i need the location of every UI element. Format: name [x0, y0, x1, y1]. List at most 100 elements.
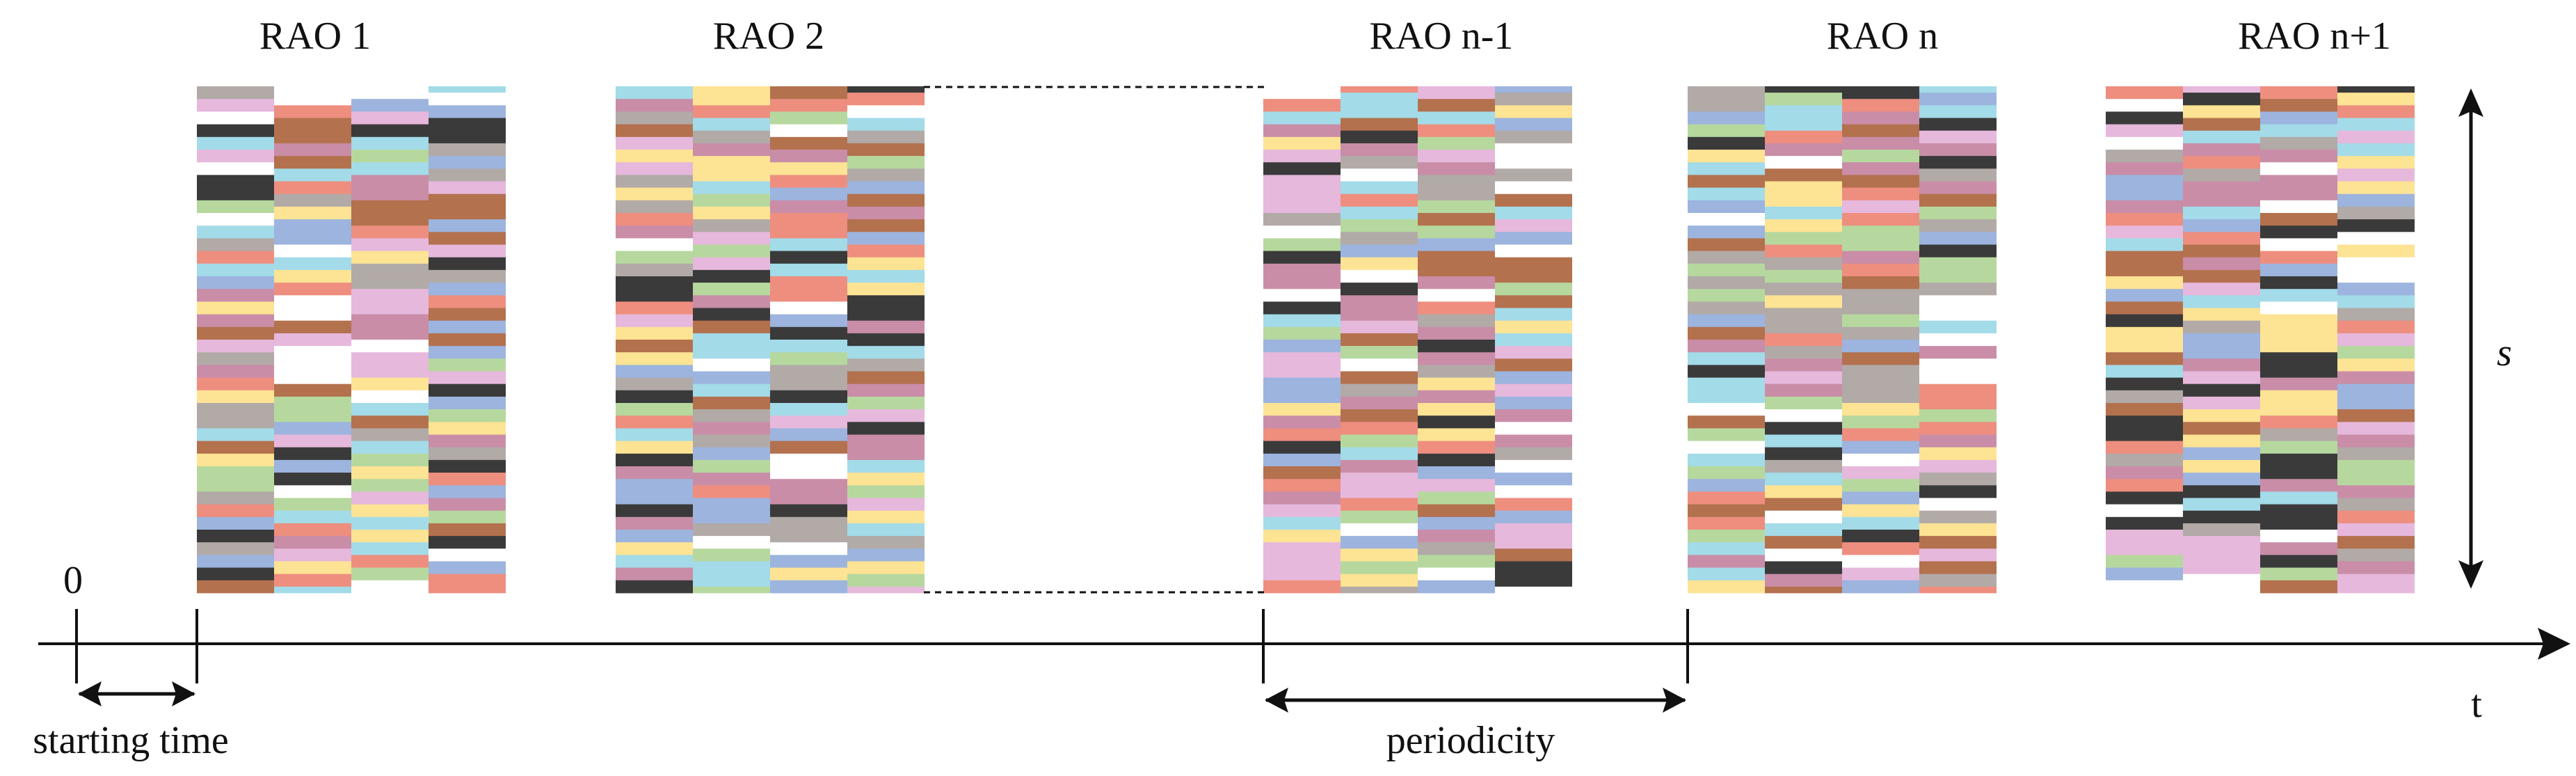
resource-cell: [1919, 232, 1997, 245]
resource-cell: [2260, 555, 2337, 568]
resource-cell: [351, 390, 429, 404]
resource-cell: [1688, 289, 1765, 302]
resource-cell: [693, 409, 770, 422]
resource-cell: [1842, 162, 1919, 175]
resource-cell: [2260, 415, 2337, 429]
resource-cell: [616, 580, 693, 594]
resource-cell: [1688, 491, 1765, 505]
resource-cell: [1919, 510, 1997, 524]
resource-cell: [1688, 441, 1765, 454]
resource-cell: [351, 479, 429, 492]
resource-cell: [351, 200, 429, 214]
resource-cell: [274, 193, 351, 207]
resource-cell: [2337, 447, 2415, 461]
resource-cell: [693, 269, 770, 283]
resource-cell: [351, 377, 429, 391]
resource-cell: [351, 263, 429, 277]
resource-cell: [770, 453, 847, 467]
resource-cell: [429, 333, 506, 347]
resource-cell: [2106, 555, 2183, 568]
resource-cell: [770, 86, 847, 100]
resource-cell: [770, 340, 847, 353]
resource-cell: [616, 491, 693, 505]
resource-cell: [1341, 447, 1418, 461]
resource-cell: [197, 326, 274, 340]
resource-cell: [1688, 301, 1765, 315]
resource-cell: [1688, 466, 1765, 480]
resource-cell: [1688, 162, 1765, 175]
resource-cell: [1418, 504, 1495, 518]
resource-cell: [1495, 396, 1572, 410]
resource-cell: [429, 105, 506, 118]
resource-cell: [2183, 371, 2260, 385]
resource-cell: [1418, 251, 1495, 264]
resource-cell: [770, 150, 847, 163]
resource-cell: [1842, 390, 1919, 404]
resource-cell: [1341, 358, 1418, 372]
resource-cell: [351, 580, 429, 594]
resource-cell: [2260, 86, 2337, 100]
resource-cell: [2183, 244, 2260, 258]
resource-cell: [274, 295, 351, 308]
resource-cell: [1842, 516, 1919, 530]
resource-cell: [1341, 283, 1418, 296]
resource-cell: [1688, 276, 1765, 290]
resource-cell: [2260, 124, 2337, 138]
resource-cell: [1495, 156, 1572, 169]
resource-cell: [1418, 567, 1495, 581]
resource-cell: [1688, 365, 1765, 378]
resource-cell: [2260, 213, 2337, 226]
resource-cell: [2260, 479, 2337, 492]
resource-cell: [1842, 441, 1919, 454]
resource-cell: [1765, 130, 1842, 144]
resource-cell: [429, 308, 506, 322]
resource-cell: [1495, 308, 1572, 322]
resource-cell: [1919, 358, 1997, 372]
resource-cell: [616, 99, 693, 112]
resource-cell: [1341, 371, 1418, 385]
resource-cell: [2183, 510, 2260, 524]
resource-cell: [1919, 346, 1997, 359]
resource-cell: [1495, 548, 1572, 562]
resource-cell: [429, 130, 506, 144]
resource-cell: [197, 365, 274, 378]
resource-cell: [1842, 428, 1919, 441]
resource-cell: [693, 536, 770, 549]
resource-cell: [2183, 283, 2260, 296]
resource-cell: [274, 232, 351, 245]
resource-cell: [1842, 504, 1919, 518]
resource-cell: [847, 573, 925, 587]
resource-cell: [770, 441, 847, 454]
resource-cell: [1495, 118, 1572, 132]
resource-cell: [770, 403, 847, 416]
resource-cell: [1688, 314, 1765, 328]
resource-cell: [1842, 314, 1919, 328]
resource-cell: [2260, 365, 2337, 378]
resource-cell: [1418, 326, 1495, 340]
resource-cell: [847, 434, 925, 448]
resource-cell: [429, 181, 506, 195]
resource-cell: [616, 555, 693, 568]
resource-cell: [274, 459, 351, 473]
resource-cell: [1842, 491, 1919, 505]
resource-cell: [1495, 510, 1572, 524]
resource-cell: [1495, 485, 1572, 498]
rao-1-block: [197, 86, 506, 594]
resource-cell: [351, 150, 429, 163]
resource-cell: [1418, 530, 1495, 543]
resource-cell: [1263, 251, 1341, 264]
resource-cell: [770, 314, 847, 328]
resource-cell: [1418, 441, 1495, 454]
resource-cell: [1495, 143, 1572, 157]
resource-cell: [1495, 193, 1572, 207]
resource-cell: [693, 308, 770, 322]
resource-cell: [847, 232, 925, 245]
resource-cell: [274, 485, 351, 498]
resource-cell: [1263, 365, 1341, 378]
resource-cell: [1842, 352, 1919, 365]
resource-cell: [1765, 485, 1842, 498]
resource-cell: [1341, 383, 1418, 397]
resource-cell: [1341, 523, 1418, 537]
resource-cell: [2337, 105, 2415, 118]
resource-cell: [847, 358, 925, 372]
